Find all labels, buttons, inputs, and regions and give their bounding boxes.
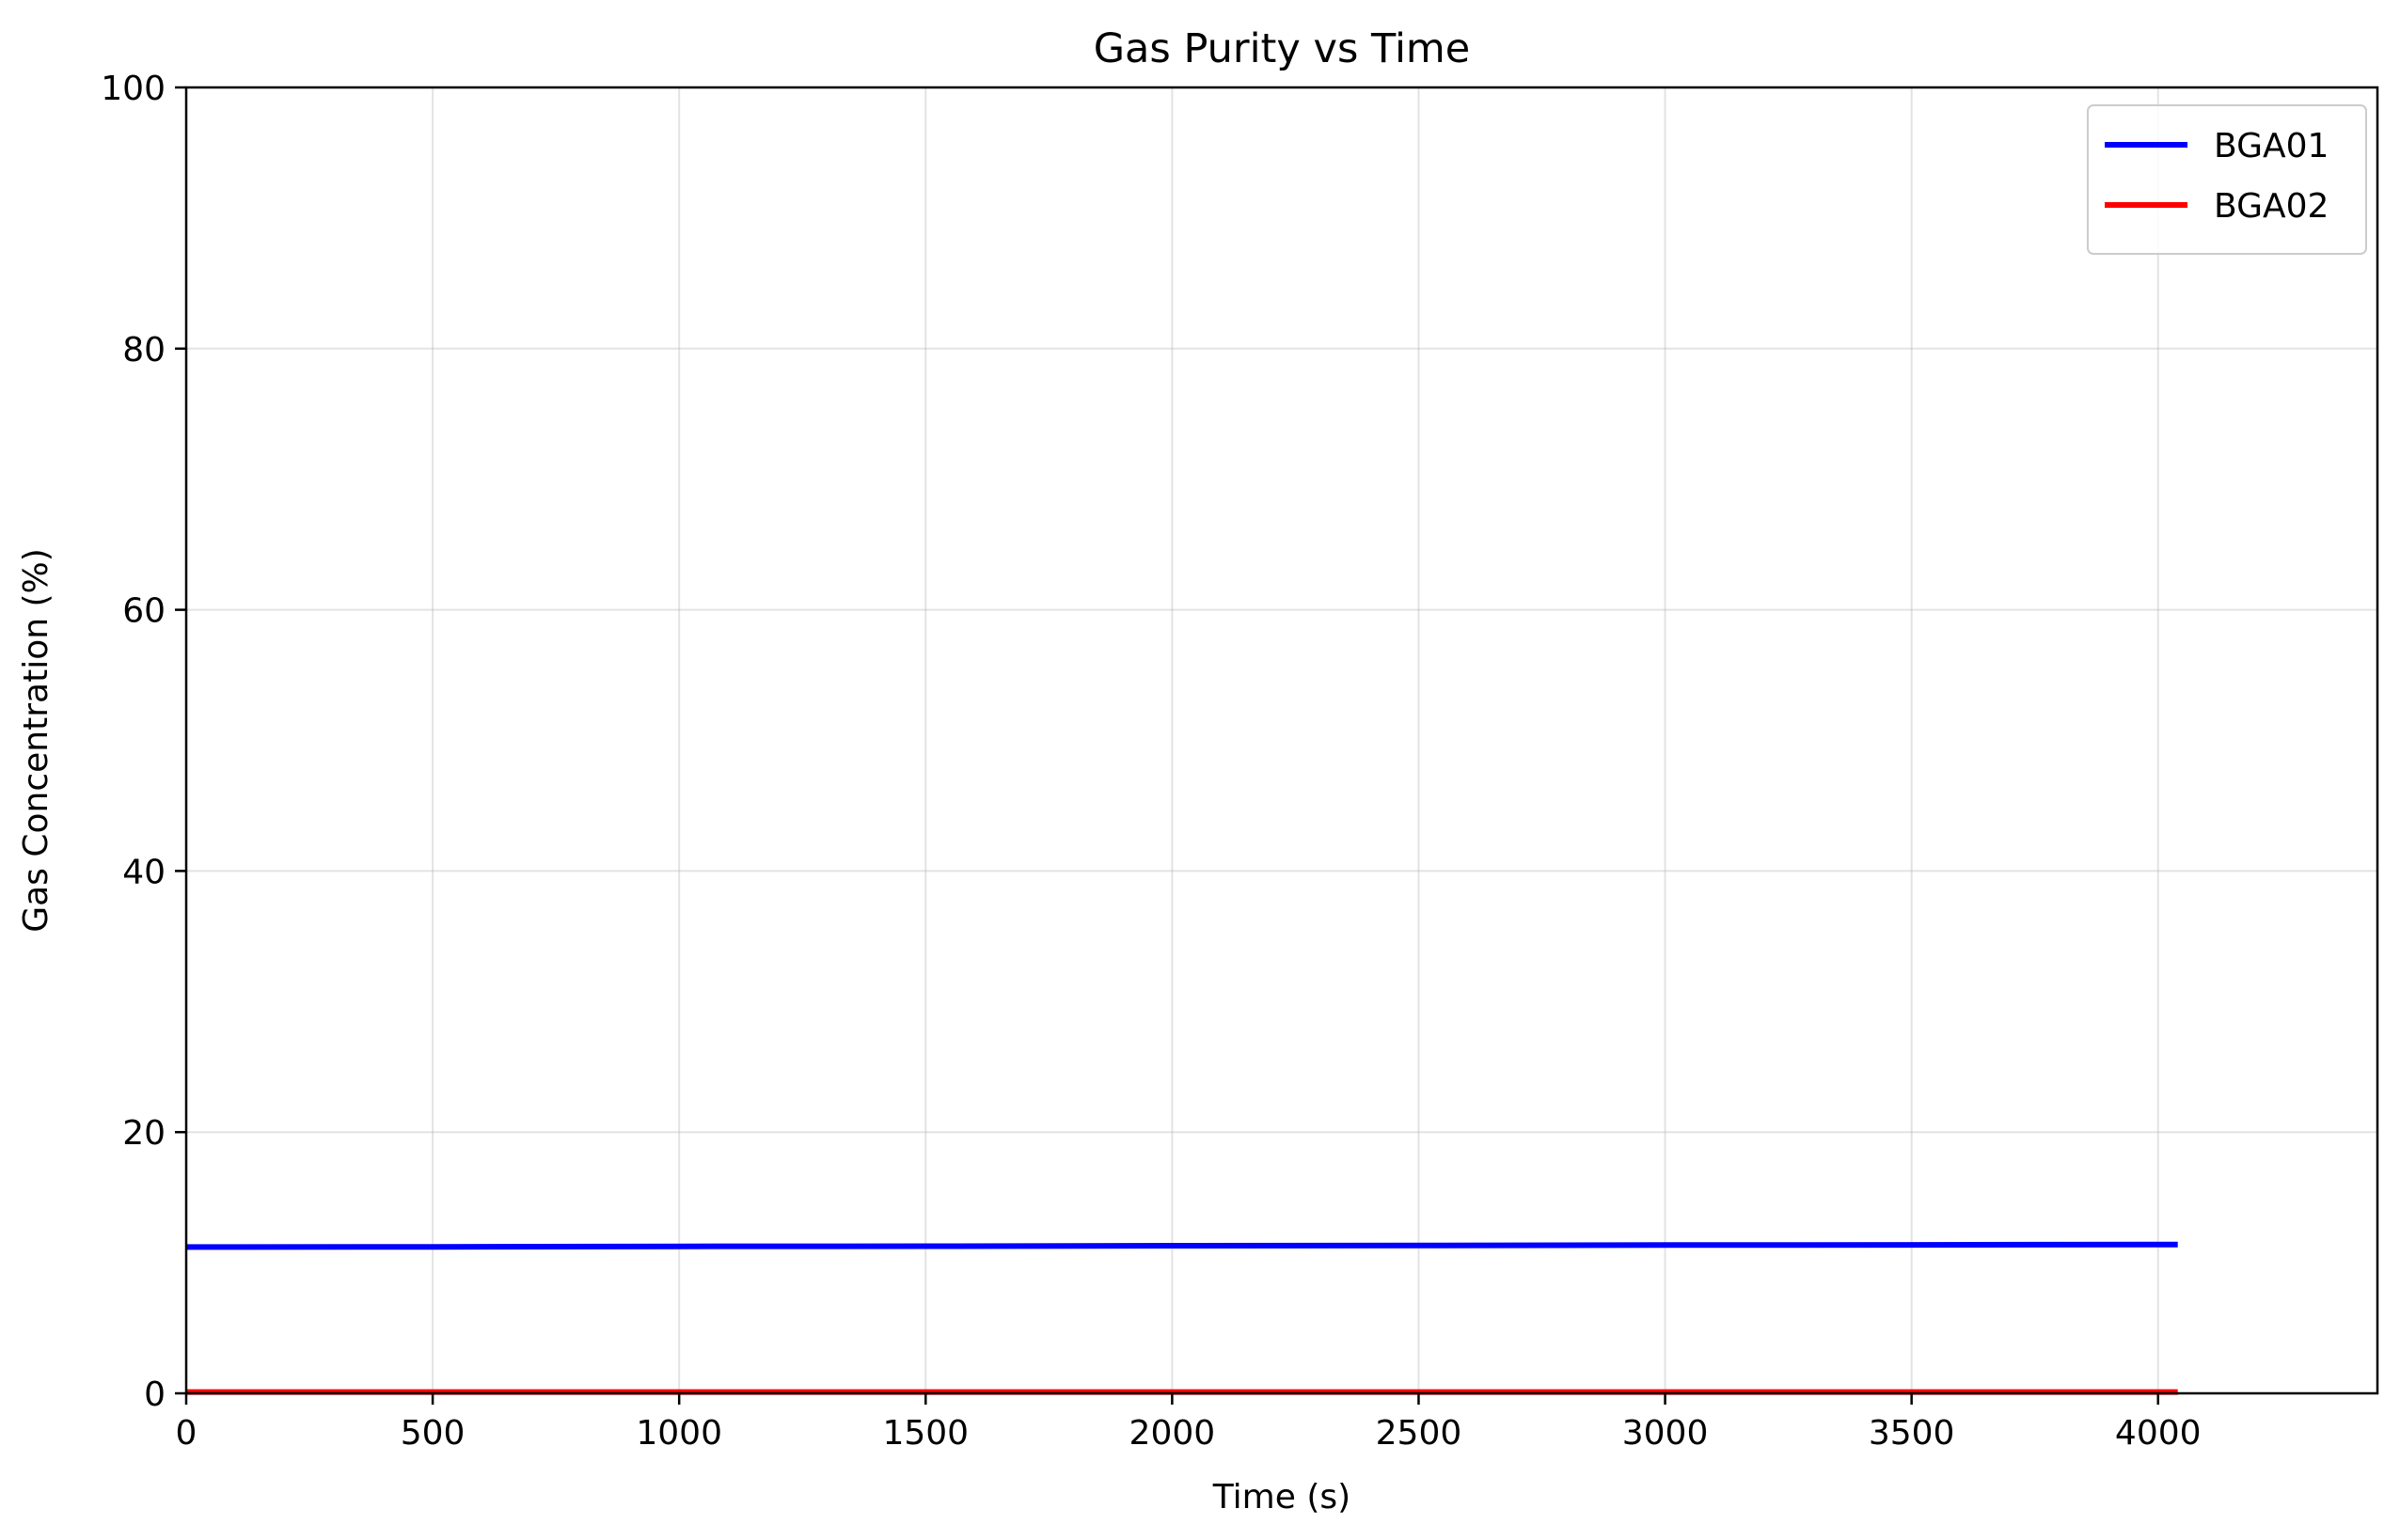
chart-title: Gas Purity vs Time — [1094, 25, 1471, 72]
series-line-bga01 — [185, 1241, 2178, 1250]
x-axis-label: Time (s) — [1212, 1478, 1350, 1516]
x-tick-label: 1500 — [882, 1414, 969, 1453]
y-tick-label: 0 — [144, 1375, 166, 1414]
y-tick-label: 40 — [122, 853, 166, 891]
y-tick-label: 100 — [101, 70, 166, 108]
x-tick-label: 3500 — [1869, 1414, 1955, 1453]
y-tick-label: 20 — [122, 1114, 166, 1153]
legend-label-bga02: BGA02 — [2214, 187, 2329, 226]
x-tick-label: 500 — [401, 1414, 466, 1453]
ticks: 0 500 1000 1500 2000 2500 3000 3500 4000 0 20 40 60 8… — [101, 70, 2201, 1453]
legend: BGA01 BGA02 — [2087, 104, 2367, 255]
x-tick-label: 0 — [176, 1414, 197, 1453]
x-tick-label: 1000 — [636, 1414, 722, 1453]
x-tick-label: 3000 — [1622, 1414, 1709, 1453]
series-layer — [185, 1241, 2178, 1395]
y-tick-label: 80 — [122, 331, 166, 369]
x-tick-label: 2500 — [1376, 1414, 1462, 1453]
x-tick-label: 2000 — [1129, 1414, 1216, 1453]
y-tick-label: 60 — [122, 592, 166, 631]
legend-label-bga01: BGA01 — [2214, 127, 2329, 165]
y-axis-label: Gas Concentration (%) — [17, 548, 55, 933]
x-tick-label: 4000 — [2115, 1414, 2202, 1453]
plot-frame — [184, 86, 2379, 1395]
